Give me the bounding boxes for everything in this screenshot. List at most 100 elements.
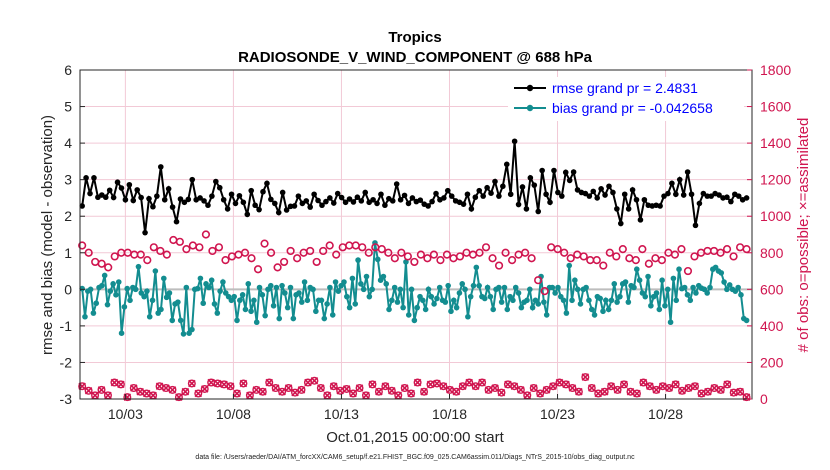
o-ring bbox=[581, 373, 590, 382]
rmse-point bbox=[157, 164, 164, 170]
bias-point bbox=[431, 301, 437, 307]
rmse-point bbox=[586, 193, 593, 199]
legend-rmse-marker bbox=[526, 84, 534, 92]
bias-point bbox=[324, 301, 330, 307]
bias-point bbox=[242, 306, 249, 313]
obs-possible-marker bbox=[208, 246, 217, 256]
rmse-point bbox=[142, 229, 148, 236]
bias-point bbox=[403, 259, 409, 265]
o-ring bbox=[510, 382, 519, 391]
rmse-point bbox=[633, 196, 640, 203]
rmse-point bbox=[610, 189, 616, 196]
rmse-point bbox=[669, 180, 675, 187]
obs-assimilated-marker bbox=[149, 391, 158, 400]
bias-point bbox=[636, 277, 643, 283]
bias-point bbox=[355, 257, 361, 263]
obs-assimilated-marker bbox=[620, 380, 629, 389]
o-ring bbox=[226, 382, 235, 391]
obs-assimilated-marker bbox=[561, 380, 570, 389]
rmse-point bbox=[161, 196, 168, 203]
obs-possible-marker bbox=[384, 248, 393, 257]
o-ring bbox=[652, 385, 661, 394]
obs-assimilated-marker bbox=[632, 389, 641, 398]
rmse-point bbox=[602, 192, 608, 198]
obs-possible-marker bbox=[390, 254, 399, 263]
obs-assimilated-marker bbox=[142, 389, 151, 398]
bias-point bbox=[344, 293, 350, 300]
obs-assimilated-marker bbox=[336, 386, 345, 395]
bias-point bbox=[282, 290, 288, 296]
x-tick-label: 10/18 bbox=[432, 406, 467, 422]
bias-point bbox=[645, 273, 651, 280]
rmse-point bbox=[472, 194, 479, 201]
o-ring bbox=[355, 384, 364, 393]
o-ring bbox=[78, 382, 87, 391]
o-ring bbox=[690, 382, 699, 391]
bias-point bbox=[87, 286, 94, 293]
o-ring bbox=[639, 378, 648, 387]
obs-assimilated-marker bbox=[587, 384, 596, 393]
y2-tick-label: 400 bbox=[760, 318, 784, 334]
obs-possible-marker bbox=[84, 248, 93, 257]
o-ring bbox=[297, 385, 306, 394]
rmse-point bbox=[433, 190, 439, 197]
bias-point bbox=[436, 284, 443, 291]
obs-assimilated-marker bbox=[245, 391, 254, 400]
rmse-point bbox=[279, 189, 286, 196]
bias-point bbox=[251, 297, 257, 304]
rmse-point bbox=[728, 198, 734, 205]
rmse-point bbox=[209, 193, 215, 199]
rmse-point bbox=[228, 191, 235, 198]
o-ring bbox=[181, 387, 190, 396]
bias-point bbox=[135, 263, 142, 270]
obs-assimilated-marker bbox=[723, 380, 732, 389]
bias-point bbox=[527, 286, 533, 293]
bias-point bbox=[633, 266, 640, 273]
obs-possible-marker bbox=[729, 252, 738, 261]
obs-assimilated-marker bbox=[297, 385, 306, 394]
bias-point bbox=[724, 286, 730, 293]
bias-point bbox=[262, 312, 268, 319]
bias-point bbox=[341, 279, 347, 285]
y-tick-label: 5 bbox=[64, 99, 72, 115]
o-ring bbox=[613, 385, 622, 394]
chart-subtitle: RADIOSONDE_V_WIND_COMPONENT @ 688 hPa bbox=[238, 49, 593, 66]
bias-point bbox=[560, 297, 567, 304]
obs-possible-marker bbox=[312, 257, 321, 267]
bias-point bbox=[141, 293, 147, 300]
rmse-point bbox=[629, 187, 636, 193]
bias-point bbox=[110, 281, 116, 287]
chart-title: Tropics bbox=[388, 29, 441, 46]
bias-point bbox=[662, 302, 668, 309]
obs-possible-marker bbox=[651, 254, 660, 263]
o-ring bbox=[84, 386, 93, 395]
obs-possible-marker bbox=[722, 245, 732, 254]
obs-assimilated-marker bbox=[200, 384, 209, 393]
rmse-point bbox=[476, 187, 483, 194]
rmse-point bbox=[460, 201, 467, 207]
bias-point bbox=[490, 306, 497, 313]
y-tick-label: 0 bbox=[64, 281, 72, 297]
rmse-point bbox=[594, 195, 600, 201]
bias-point bbox=[673, 297, 680, 304]
bias-point bbox=[420, 297, 426, 304]
rmse-point bbox=[665, 190, 671, 197]
bias-point bbox=[253, 319, 260, 326]
rmse-point bbox=[165, 186, 172, 192]
bias-point bbox=[577, 301, 584, 307]
obs-possible-marker bbox=[162, 250, 171, 259]
rmse-point bbox=[393, 181, 400, 187]
o-ring bbox=[736, 387, 745, 396]
obs-possible-marker bbox=[442, 250, 452, 259]
rmse-point bbox=[181, 199, 188, 206]
bias-point bbox=[180, 331, 187, 337]
bias-point bbox=[101, 272, 108, 279]
bias-point bbox=[555, 284, 561, 291]
rmse-point bbox=[503, 161, 510, 168]
bias-point bbox=[107, 288, 114, 294]
rmse-point bbox=[275, 209, 282, 216]
bias-point bbox=[414, 304, 420, 311]
rmse-point bbox=[378, 191, 384, 198]
bias-point bbox=[690, 284, 696, 291]
